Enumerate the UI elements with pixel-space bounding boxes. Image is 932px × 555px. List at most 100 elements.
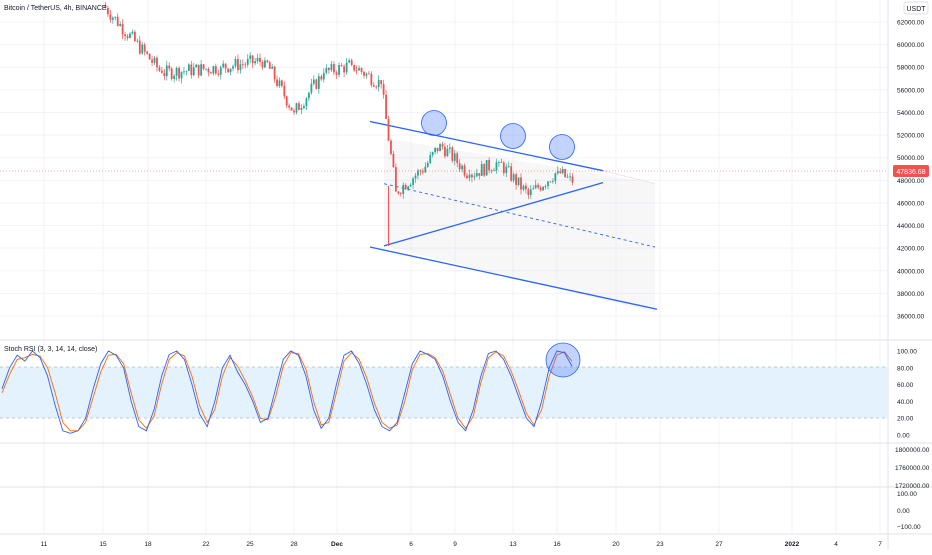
candle-body <box>505 166 508 174</box>
candle-body <box>312 79 315 84</box>
stoch-axis-label: 0.00 <box>897 433 910 440</box>
stoch-highlight-circle[interactable] <box>545 342 581 378</box>
candle-body <box>490 170 493 172</box>
candle-body <box>300 108 303 110</box>
time-axis-label: 11 <box>41 541 48 548</box>
candle-body <box>175 67 178 76</box>
time-axis-label: Dec <box>331 541 343 548</box>
candle-body <box>421 171 424 173</box>
candle-body <box>192 67 195 76</box>
stoch-axis-label: 100.00 <box>897 349 917 356</box>
candle-body <box>377 80 380 88</box>
candle-body <box>210 72 212 74</box>
candle-body <box>241 64 244 66</box>
candle-body <box>436 147 439 152</box>
pattern-drawings[interactable] <box>369 120 658 313</box>
candle-body <box>278 80 281 87</box>
candle-body <box>259 57 261 63</box>
touch-circle[interactable] <box>421 110 447 136</box>
candle-body <box>417 170 419 176</box>
candle-body <box>256 57 259 62</box>
channel-lower-line[interactable] <box>369 246 658 310</box>
candle-body <box>183 71 185 73</box>
candle-body <box>556 171 559 174</box>
candle-body <box>148 53 151 60</box>
candle-body <box>207 68 210 73</box>
time-axis-label: 6 <box>409 541 413 548</box>
channel-midline[interactable] <box>383 183 656 248</box>
currency-button[interactable] <box>903 1 929 15</box>
last-price-tag <box>893 165 929 177</box>
candle-body <box>537 184 540 188</box>
candle-body <box>475 173 478 177</box>
time-axis[interactable]: 8111518222528Dec691316202327202247 <box>0 541 883 548</box>
resistance-trendline[interactable] <box>369 120 604 172</box>
candle-body <box>412 178 414 185</box>
candle-body <box>448 147 451 149</box>
candle-body <box>380 80 383 85</box>
candle-body <box>385 94 387 119</box>
candle-body <box>119 23 122 26</box>
candle-body <box>197 64 200 76</box>
candle-body <box>141 44 144 54</box>
candle-body <box>409 184 412 187</box>
candle-body <box>133 31 136 42</box>
candle-body <box>163 72 166 77</box>
candle-body <box>303 106 305 109</box>
candle-body <box>168 65 171 69</box>
time-axis-label: 18 <box>144 541 152 548</box>
resistance-touch-circles[interactable] <box>421 110 575 160</box>
candle-body <box>392 153 395 168</box>
candle-body <box>542 186 544 191</box>
candle-body <box>463 165 466 176</box>
candle-body <box>534 184 537 189</box>
candle-body <box>539 187 542 191</box>
stoch-line-k <box>1 350 573 434</box>
candle-body <box>466 175 468 179</box>
extra-pane-1-axis[interactable]: 1800000.00 1760000.00 1720000.00 <box>895 447 930 490</box>
stoch-axis-label: 20.00 <box>897 416 914 423</box>
price-axis-label: 60000.00 <box>897 42 924 49</box>
candle-body <box>382 84 385 95</box>
price-axis[interactable]: 62000.00 60000.00 58000.00 56000.00 54000.00… <box>897 20 924 321</box>
candle-body <box>195 64 198 68</box>
extra-pane-2-axis[interactable]: 100.00 0.00 −100.00 <box>897 491 921 531</box>
candle-body <box>527 189 530 196</box>
candle-body <box>109 14 112 20</box>
candle-body <box>185 70 188 72</box>
touch-circle[interactable] <box>549 134 575 160</box>
candle-body <box>566 176 569 178</box>
currency-label: USDT <box>906 6 926 13</box>
candle-body <box>471 174 473 178</box>
candle-body <box>532 188 535 190</box>
pattern-shade <box>384 137 655 313</box>
candle-body <box>551 181 554 182</box>
candle-body <box>444 146 446 157</box>
candle-body <box>310 83 313 93</box>
candle-body <box>483 164 486 176</box>
candle-body <box>517 177 520 186</box>
candle-body <box>367 73 370 75</box>
candle-body <box>365 73 368 76</box>
time-axis-label: 16 <box>553 541 561 548</box>
candle-body <box>317 76 320 89</box>
candle-body <box>254 61 257 64</box>
touch-circle[interactable] <box>500 123 526 149</box>
candle-body <box>502 162 505 174</box>
candle-body <box>202 64 205 69</box>
candle-body <box>561 169 564 174</box>
candle-body <box>493 170 495 172</box>
price-axis-label: 50000.00 <box>897 155 924 162</box>
candle-body <box>446 148 449 157</box>
support-trendline[interactable] <box>383 181 604 247</box>
candle-body <box>121 23 124 35</box>
candle-body <box>234 59 237 67</box>
candle-body <box>478 173 481 176</box>
candle-body <box>124 34 126 37</box>
candle-body <box>212 66 215 74</box>
candle-body <box>554 173 557 182</box>
stoch-axis[interactable]: 100.00 80.00 60.00 40.00 20.00 0.00 <box>897 349 917 440</box>
candle-body <box>547 181 549 187</box>
candle-body <box>170 68 173 79</box>
